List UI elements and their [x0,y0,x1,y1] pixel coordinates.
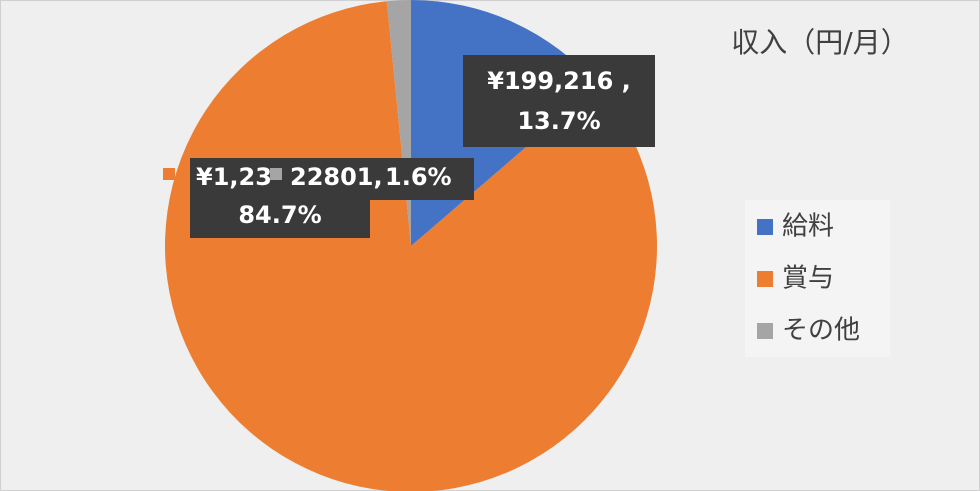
data-labels: ¥199,216 ,13.7%¥1,231,650 ,84.7%22801,1.… [163,55,655,238]
label-box [272,158,474,200]
value-label: 22801, [290,163,383,191]
legend-label: 給料 [782,212,834,242]
leader-marker [163,168,175,180]
percent-label: 13.7% [517,107,600,135]
pie-slice [165,1,657,491]
legend-swatch [757,219,773,235]
legend-label: 賞与 [782,264,834,294]
chart-title: 収入（円/月） [731,26,908,59]
legend-label: その他 [782,316,860,346]
percent-label: 84.7% [238,201,321,229]
legend-swatch [757,271,773,287]
percent-label: 1.6% [385,163,452,191]
legend-swatch [757,323,773,339]
leader-marker [270,168,282,180]
value-label: ¥199,216 , [487,67,630,95]
label-box [463,55,655,147]
